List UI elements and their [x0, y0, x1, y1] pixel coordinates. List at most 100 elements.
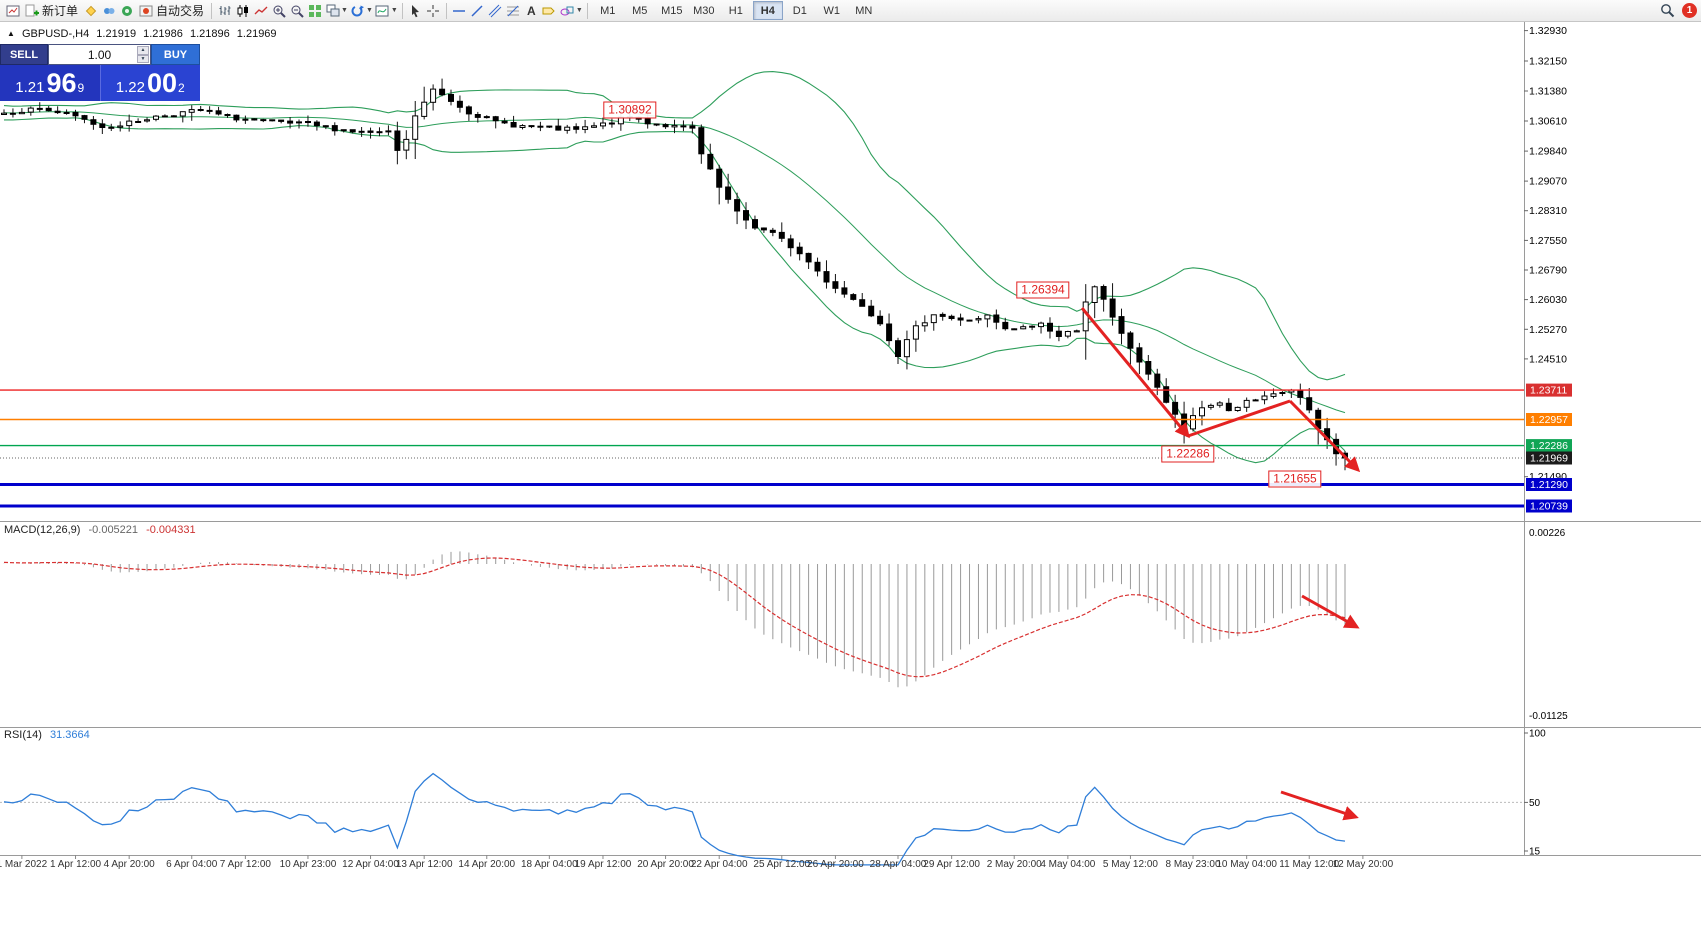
timeframe-h4-button[interactable]: H4 — [752, 1, 783, 20]
candle-body — [197, 109, 204, 111]
candle-body — [63, 112, 70, 114]
channel-icon[interactable] — [487, 2, 504, 19]
price-axis-label: 1.29840 — [1529, 146, 1567, 158]
candle-body — [1038, 322, 1044, 328]
candle-body — [18, 111, 25, 115]
timeframe-w1-button[interactable]: W1 — [823, 4, 841, 17]
candle-body — [591, 125, 597, 128]
market-watch-icon[interactable] — [118, 2, 135, 19]
candle-body — [1216, 402, 1223, 406]
lot-increase-button[interactable]: ▲ — [137, 46, 149, 55]
time-axis-label: 12 Apr 04:00 — [342, 859, 399, 870]
cycle-dropdown-caret[interactable]: ▼ — [365, 7, 373, 14]
candle-body — [296, 121, 302, 124]
candle-body — [215, 110, 222, 115]
candle-body — [859, 299, 866, 307]
arrange-windows-icon[interactable] — [324, 2, 341, 19]
line-chart-icon[interactable] — [252, 2, 269, 19]
trend-arrow[interactable] — [1080, 307, 1190, 439]
price-annotation-1.22286[interactable]: 1.22286 — [1161, 445, 1215, 463]
timeframe-m15-button[interactable]: M15 — [661, 4, 683, 17]
cursor-icon[interactable] — [407, 2, 424, 19]
candle-body — [1270, 393, 1277, 397]
timeframe-m1-button[interactable]: M1 — [600, 4, 616, 17]
zoom-out-icon[interactable] — [288, 2, 305, 19]
bollinger-upper-band — [3, 71, 1346, 381]
trendline-icon[interactable] — [469, 2, 486, 19]
new-chart-icon[interactable] — [4, 2, 21, 19]
price-axis-badge — [1526, 478, 1572, 491]
macd-trend-arrow[interactable] — [1301, 594, 1360, 629]
candle-body — [939, 313, 946, 317]
bid-price-big: 96 — [46, 68, 77, 98]
candlestick-chart-icon[interactable] — [234, 2, 251, 19]
candle-body — [260, 119, 267, 122]
macd-signal-line — [3, 557, 1346, 678]
price-annotation-1.21655[interactable]: 1.21655 — [1268, 470, 1322, 488]
tile-windows-icon[interactable] — [306, 2, 323, 19]
candle-body — [546, 125, 553, 128]
shapes-icon[interactable] — [559, 2, 576, 19]
candle-body — [340, 129, 347, 132]
timeframe-mn-button[interactable]: MN — [855, 4, 873, 17]
candle-body — [1002, 321, 1009, 330]
candle-body — [117, 125, 124, 128]
bid-price[interactable]: 1.21 96 9 — [0, 65, 101, 101]
time-axis-label: 29 Apr 12:00 — [923, 859, 980, 870]
ask-price[interactable]: 1.22 00 2 — [100, 65, 200, 101]
search-icon[interactable] — [1659, 2, 1676, 19]
profiles-icon[interactable] — [100, 2, 117, 19]
time-axis-label: 8 May 23:00 — [1165, 859, 1220, 870]
trend-arrow[interactable] — [1288, 399, 1361, 473]
indicators-dropdown-caret[interactable]: ▼ — [390, 7, 398, 14]
time-axis-label: 14 Apr 20:00 — [458, 859, 515, 870]
candle-body — [161, 115, 168, 118]
candle-body — [412, 115, 419, 140]
timeframe-h1-button[interactable]: H1 — [728, 4, 743, 17]
candle-body — [716, 168, 723, 188]
shapes-dropdown-caret[interactable]: ▼ — [575, 7, 583, 14]
trend-arrow[interactable] — [1187, 399, 1291, 438]
price-axis-badge-label: 1.22957 — [1530, 414, 1568, 426]
candle-body — [81, 115, 88, 120]
indicators-icon[interactable] — [374, 2, 391, 19]
horizontal-line-icon[interactable] — [451, 2, 468, 19]
toolbar-separator — [445, 2, 447, 19]
time-axis-label: 13 Apr 12:00 — [396, 859, 453, 870]
price-annotation-1.26394[interactable]: 1.26394 — [1016, 281, 1070, 299]
new-order-button[interactable]: 新订单 — [22, 1, 81, 21]
candle-body — [90, 119, 97, 125]
autotrading-button[interactable]: 自动交易 — [136, 1, 207, 21]
lot-decrease-button[interactable]: ▼ — [137, 54, 149, 63]
candle-body — [796, 246, 803, 255]
candle-body — [528, 125, 535, 128]
rsi-trend-arrow[interactable] — [1280, 790, 1359, 821]
timeframe-m30-button[interactable]: M30 — [693, 4, 715, 17]
timeframe-m5-button[interactable]: M5 — [632, 4, 648, 17]
bar-chart-icon[interactable] — [216, 2, 233, 19]
cycle-chart-icon[interactable] — [349, 2, 366, 19]
candle-body — [778, 231, 785, 239]
time-axis-label: 22 Apr 04:00 — [691, 859, 748, 870]
zoom-in-icon[interactable] — [270, 2, 287, 19]
lot-size-field[interactable]: 1.00 ▲ ▼ — [48, 44, 151, 65]
label-icon[interactable] — [541, 2, 558, 19]
crosshair-icon[interactable] — [425, 2, 442, 19]
timeframe-group: M1 M5 M15 M30 H1 H4 D1 W1 MN — [592, 1, 880, 20]
text-icon[interactable]: A — [527, 3, 536, 18]
metaeditor-icon[interactable] — [82, 2, 99, 19]
candle-body — [1118, 316, 1125, 334]
timeframe-d1-button[interactable]: D1 — [792, 4, 807, 17]
candle-body — [278, 119, 285, 122]
buy-button[interactable]: BUY — [151, 44, 200, 65]
candle-body — [877, 315, 884, 325]
price-annotation-1.30892[interactable]: 1.30892 — [603, 101, 657, 119]
time-axis-label: 25 Apr 12:00 — [753, 859, 810, 870]
fibonacci-icon[interactable] — [505, 2, 522, 19]
sell-button[interactable]: SELL — [0, 44, 48, 65]
candle-body — [769, 229, 776, 233]
notification-badge[interactable]: 1 — [1682, 3, 1697, 18]
candle-body — [957, 317, 964, 321]
arrange-dropdown-caret[interactable]: ▼ — [341, 7, 348, 14]
